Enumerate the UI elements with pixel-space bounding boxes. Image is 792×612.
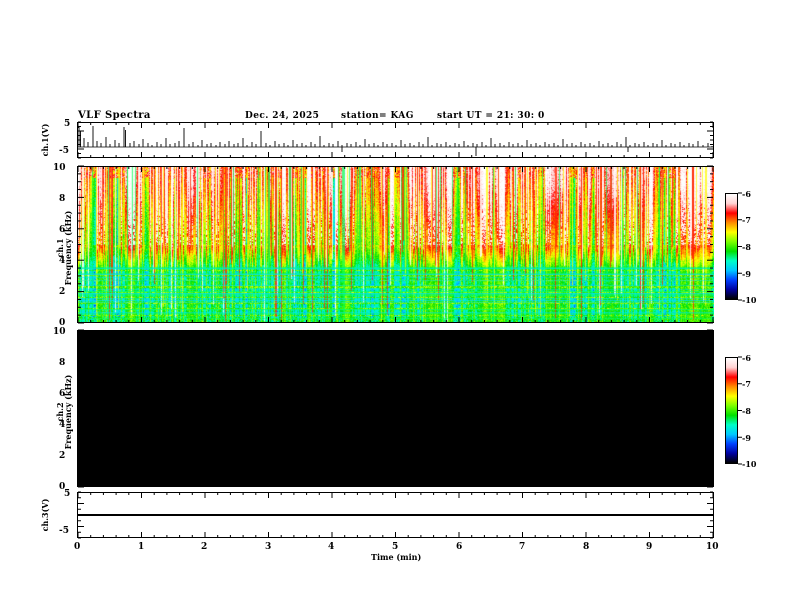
ch1-waveform-trace bbox=[77, 126, 714, 156]
ch2-spec-ytick-10: 10 bbox=[53, 327, 66, 337]
xtick-4: 4 bbox=[328, 542, 335, 552]
ch2-spec-ytick-0: 0 bbox=[59, 482, 66, 492]
ch2-spec-ytick-2: 2 bbox=[59, 451, 66, 461]
xtick-0: 0 bbox=[74, 542, 81, 552]
colorbar-ch2 bbox=[725, 357, 738, 464]
colorbar-ch2-gradient bbox=[726, 358, 737, 463]
ch3-wave-ytick-neg5: -5 bbox=[59, 526, 69, 536]
xtick-3: 3 bbox=[265, 542, 272, 552]
header-start-ut: start UT = 21: 30: 0 bbox=[437, 111, 545, 121]
ch1-spec-ytick-2: 2 bbox=[59, 287, 66, 297]
ch1-spec-ytick-0: 0 bbox=[59, 318, 66, 328]
xtick-7: 7 bbox=[519, 542, 526, 552]
ch1-spec-ytick-4: 4 bbox=[59, 256, 66, 266]
xtick-9: 9 bbox=[646, 542, 653, 552]
header-date: Dec. 24, 2025 bbox=[245, 111, 320, 121]
ch2-spectrogram-image bbox=[78, 331, 713, 486]
xtick-2: 2 bbox=[201, 542, 208, 552]
colorbar-ch1-tick--7: -7 bbox=[742, 215, 751, 225]
page-title: VLF Spectra bbox=[78, 110, 151, 121]
colorbar-ch1 bbox=[725, 193, 738, 300]
colorbar-ch1-tick--10: -10 bbox=[742, 295, 757, 305]
xtick-1: 1 bbox=[138, 542, 145, 552]
ch1-wave-ytick-neg5: -5 bbox=[59, 146, 69, 156]
ch1-spec-ytick-10: 10 bbox=[53, 163, 66, 173]
ch1-spectrogram-image bbox=[78, 167, 714, 322]
xtick-6: 6 bbox=[456, 542, 463, 552]
colorbar-ch2-tick--9: -9 bbox=[742, 433, 751, 443]
colorbar-ch1-tick--6: -6 bbox=[742, 189, 751, 199]
ch3-wave-ytick-5: 5 bbox=[64, 489, 71, 499]
xtick-8: 8 bbox=[583, 542, 590, 552]
colorbar-ch2-tick--8: -8 bbox=[742, 406, 751, 416]
colorbar-ch1-gradient bbox=[726, 194, 737, 299]
colorbar-ch1-tick--8: -8 bbox=[742, 242, 751, 252]
ch1-spec-ytick-6: 6 bbox=[59, 225, 66, 235]
xtick-5: 5 bbox=[392, 542, 399, 552]
ch2-spec-ytick-8: 8 bbox=[59, 358, 66, 368]
x-axis-label: Time (min) bbox=[371, 552, 422, 562]
ch1-wave-ytick-5: 5 bbox=[64, 119, 71, 129]
colorbar-ch2-tick--6: -6 bbox=[742, 353, 751, 363]
ch2-spec-ytick-6: 6 bbox=[59, 389, 66, 399]
colorbar-ch2-tick--10: -10 bbox=[742, 459, 757, 469]
colorbar-ch1-tick--9: -9 bbox=[742, 269, 751, 279]
colorbar-ch2-tick--7: -7 bbox=[742, 379, 751, 389]
header-station: station= KAG bbox=[341, 111, 414, 121]
ch2-spec-ytick-4: 4 bbox=[59, 420, 66, 430]
ch1-spec-ytick-8: 8 bbox=[59, 194, 66, 204]
xtick-10: 10 bbox=[706, 542, 719, 552]
